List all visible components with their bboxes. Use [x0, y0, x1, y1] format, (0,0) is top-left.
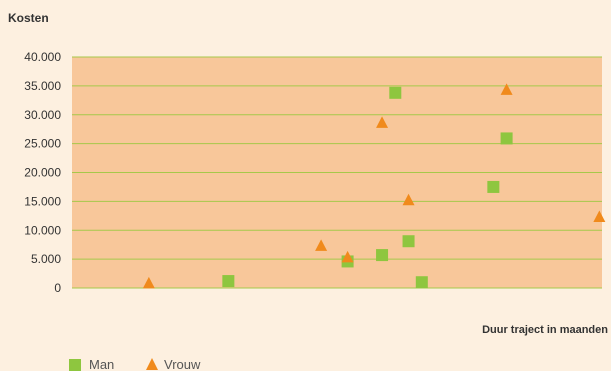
data-point-vrouw: [593, 210, 606, 222]
legend: Man Vrouw: [69, 357, 201, 371]
data-point-man: [415, 276, 428, 289]
y-tick-label: 0: [54, 281, 61, 295]
data-point-man: [487, 180, 500, 193]
y-tick-label: 35.000: [24, 79, 61, 93]
y-tick-label: 40.000: [24, 50, 61, 64]
legend-label-man: Man: [89, 357, 114, 371]
legend-vrouw-triangle-icon: [146, 358, 158, 370]
data-point-man: [389, 86, 402, 99]
data-point-man: [500, 132, 513, 145]
y-axis-label: Kosten: [8, 11, 49, 25]
y-tick-label: 20.000: [24, 166, 61, 180]
data-point-vrouw: [500, 83, 513, 95]
data-point-vrouw: [315, 239, 328, 251]
data-point-man: [376, 249, 389, 262]
x-axis-label: Duur traject in maanden: [482, 324, 608, 336]
data-point-man: [222, 275, 235, 288]
plot-area: 0 5.000 10.000 15.000 20.000 25.000 30.000 35.0…: [24, 50, 602, 295]
y-tick-label: 5.000: [31, 252, 61, 266]
data-marks: [142, 83, 606, 289]
data-point-vrouw: [402, 193, 415, 206]
y-tick-label: 15.000: [24, 194, 61, 208]
data-point-vrouw: [341, 250, 354, 263]
data-point-vrouw: [376, 116, 389, 128]
y-tick-label: 10.000: [24, 223, 61, 237]
data-point-vrouw: [142, 276, 155, 289]
y-tick-label: 25.000: [24, 137, 61, 151]
legend-man-square-icon: [69, 359, 81, 371]
data-point-man: [402, 235, 415, 248]
legend-label-vrouw: Vrouw: [164, 357, 201, 371]
y-tick-label: 30.000: [24, 108, 61, 122]
